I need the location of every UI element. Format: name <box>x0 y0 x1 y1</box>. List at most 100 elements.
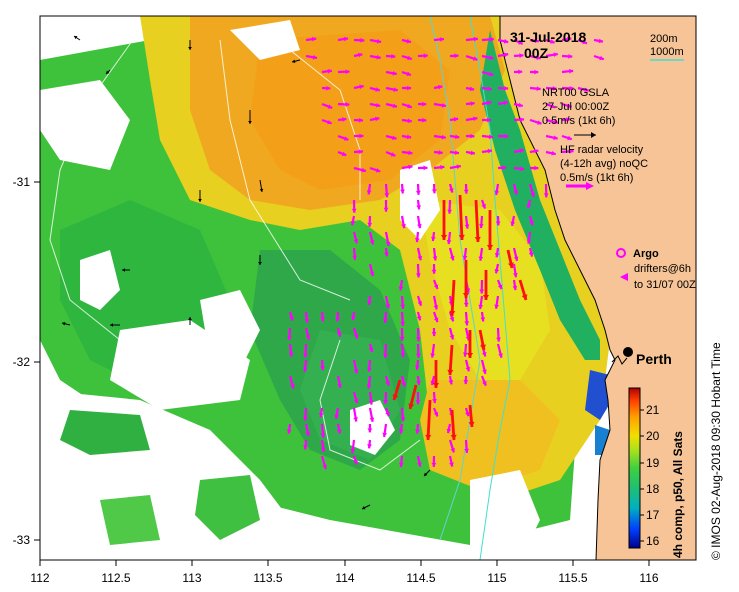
radar-arrow-head <box>303 416 308 421</box>
radar-arrow-head <box>392 103 398 109</box>
radar-arrow-head <box>400 304 406 309</box>
radar-arrow-head <box>353 417 358 422</box>
radar-arrow-head <box>582 39 587 45</box>
radar-arrow-head <box>526 203 532 209</box>
radar-arrow-head <box>383 353 388 358</box>
gsla-arrow-head <box>362 506 366 510</box>
radar-arrow-head <box>536 55 541 60</box>
radar-arrow-head <box>407 103 412 109</box>
radar-arrow-head <box>449 335 455 340</box>
radar-arrow-head <box>407 118 412 124</box>
radar-arrow-head <box>430 353 436 358</box>
radar-arrow-head <box>352 255 358 260</box>
radar-arrow-head <box>361 167 366 173</box>
radar-arrow-head <box>337 383 342 388</box>
radar-arrow-head <box>406 71 411 76</box>
radar-arrow-head <box>385 304 391 309</box>
gsla-arrow-head <box>258 262 262 265</box>
plot-border <box>39 15 697 561</box>
radar-arrow-head <box>416 380 421 385</box>
gsla-arrow-head <box>259 188 264 192</box>
radar-arrow-head <box>552 86 557 91</box>
radar-arrow-head <box>375 102 381 108</box>
radar-arrow-head <box>374 116 380 122</box>
radar-arrow-head <box>367 428 373 433</box>
radar-arrow-head <box>366 367 372 372</box>
radar-arrow-head <box>383 207 389 212</box>
radar-arrow-head <box>510 221 516 226</box>
radar-arrow-head <box>551 150 556 156</box>
radar-arrow-head <box>385 241 391 246</box>
radar-arrow-head <box>406 38 411 44</box>
radar-arrow-head <box>353 238 359 244</box>
radar-arrow-head <box>400 417 406 422</box>
radar-arrow-head <box>464 448 469 453</box>
drifters-date: to 31/07 00Z <box>634 279 696 291</box>
radar-arrow-head <box>449 462 454 467</box>
radar-arrow-head <box>341 151 347 157</box>
radar-arrow-head <box>431 462 437 467</box>
radar-arrow-head <box>487 117 492 123</box>
strong-arrow-head <box>447 369 454 375</box>
radar-arrow-head <box>351 208 357 213</box>
radar-arrow-head <box>392 70 397 76</box>
x-tick-label: 113.5 <box>253 571 282 585</box>
hf-radar-arrows <box>286 36 605 470</box>
radar-arrow-head <box>519 166 525 172</box>
perth-label: Perth <box>636 351 672 367</box>
x-tick-label: 115.5 <box>558 571 587 585</box>
radar-arrow-head <box>512 285 518 291</box>
x-tick-label: 113 <box>182 571 201 585</box>
radar-arrow-head <box>433 305 439 310</box>
radar-arrow-head <box>343 36 349 42</box>
radar-arrow-head <box>305 335 311 340</box>
colorbar-ticks: 21 20 19 18 17 16 <box>640 403 660 548</box>
radar-arrow-head <box>470 133 475 139</box>
radar-arrow-head <box>447 209 452 214</box>
radar-arrow-head <box>400 321 405 326</box>
colorbar-tick-label: 20 <box>646 429 660 443</box>
radar-arrow-head <box>327 119 332 125</box>
x-tick-label: 114 <box>335 571 354 585</box>
radar-arrow-head <box>322 464 327 470</box>
radar-arrow-head <box>450 447 456 453</box>
radar-arrow-head <box>481 352 487 357</box>
radar-arrow-head <box>437 84 443 90</box>
radar-arrow-head <box>407 55 412 61</box>
radar-arrow-head <box>336 429 342 434</box>
radar-arrow-head <box>326 85 331 91</box>
gsla-arrow-head <box>424 472 428 476</box>
radar-arrow-head <box>393 87 398 92</box>
radar-arrow-head <box>384 252 389 257</box>
radar-arrow-head <box>369 417 375 422</box>
radar-arrow-head <box>456 164 461 170</box>
gsla-arrow-head <box>110 323 113 327</box>
drifters-label: drifters@6h <box>634 263 691 275</box>
radar-arrow-head <box>513 190 519 195</box>
radar-arrow-head <box>416 353 421 358</box>
radar-arrow-head <box>367 300 372 305</box>
radar-arrow-head <box>351 315 356 321</box>
radar-arrow-head <box>489 37 494 42</box>
radar-arrow-head <box>584 87 589 93</box>
hf-radar-scale-arrow <box>566 182 594 190</box>
radar-arrow-head <box>359 133 364 139</box>
radar-arrow-head <box>336 332 342 337</box>
radar-arrow-head <box>519 148 524 154</box>
radar-arrow-head <box>470 150 475 156</box>
radar-arrow-head <box>358 117 364 123</box>
radar-arrow-head <box>550 39 555 44</box>
radar-arrow-head <box>464 224 470 229</box>
radar-arrow-head <box>498 353 503 358</box>
radar-arrow-head <box>423 165 428 171</box>
credit-text: © IMOS 02-Aug-2018 09:30 Hobart Time <box>709 342 723 560</box>
gsla-label: NRT00 GSLA <box>542 87 610 99</box>
radar-arrow-head <box>472 56 478 61</box>
radar-arrow-head <box>366 190 372 195</box>
radar-arrow-head <box>320 317 325 322</box>
radar-arrow-head <box>417 301 423 306</box>
strong-arrow-head <box>392 394 399 400</box>
radar-arrow-head <box>289 316 294 321</box>
x-axis: 112 112.5 113 113.5 114 114.5 115 115.5 … <box>30 560 659 585</box>
radar-arrow-head <box>320 447 326 452</box>
